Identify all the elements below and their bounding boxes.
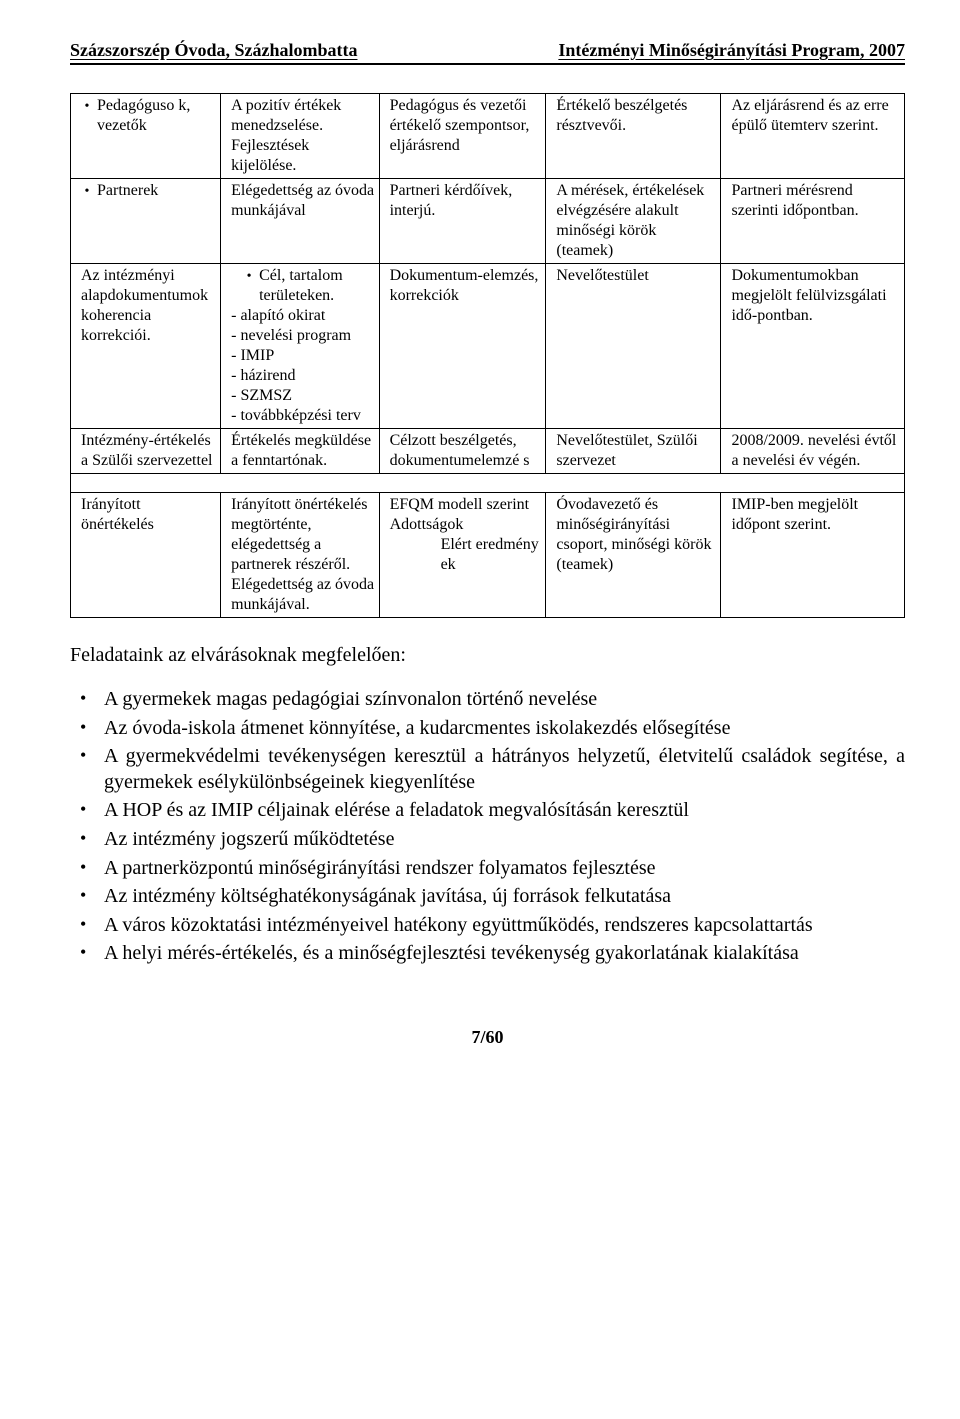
cell-c3: Pedagógus és vezetői értékelő szempontso… [379,94,546,179]
cell-c5: Dokumentumokban megjelölt felülvizsgálat… [721,264,905,429]
main-table: • Pedagóguso k, vezetők A pozitív értéke… [70,93,905,618]
cell-text: EFQM modell szerint [386,495,542,515]
bullet-icon: • [77,181,97,201]
cell-c2: Értékelés megküldése a fenntartónak. [221,429,379,474]
table-row: Intézmény-értékelés a Szülői szervezette… [71,429,905,474]
list-item: A HOP és az IMIP céljainak elérése a fel… [74,798,905,824]
cell-text: Partneri kérdőívek, interjú. [386,181,542,221]
cell-text: Értékelés megküldése a fenntartónak. [227,431,374,471]
cell-text: Intézmény-értékelés a Szülői szervezette… [77,431,216,471]
cell-c4: Nevelőtestület [546,264,721,429]
list-item: Az óvoda-iskola átmenet könnyítése, a ku… [74,716,905,742]
cell-c5: Az eljárásrend és az erre épülő ütemterv… [721,94,905,179]
cell-text: Nevelőtestület, Szülői szervezet [552,431,716,471]
cell-text: Az intézményi alapdokumentumok koherenci… [77,266,216,346]
page-number: 7/60 [70,1027,905,1048]
cell-text: Értékelő beszélgetés résztvevői. [552,96,716,136]
cell-text: Irányított önértékelés megtörténte, elég… [227,495,374,615]
cell-text: IMIP-ben megjelölt időpont szerint. [727,495,900,535]
cell-text: Partnerek [97,181,216,201]
header-right: Intézményi Minőségirányítási Program, 20… [558,40,905,61]
list-item: Az intézmény jogszerű működtetése [74,827,905,853]
cell-text: Az eljárásrend és az erre épülő ütemterv… [727,96,900,136]
cell-subline: - alapító okirat [227,306,374,326]
cell-c2: • Cél, tartalom területeken. - alapító o… [221,264,379,429]
cell-text: Adottságok [386,515,542,535]
cell-c5: 2008/2009. nevelési évtől a nevelési év … [721,429,905,474]
cell-c1: • Pedagóguso k, vezetők [71,94,221,179]
list-item: A helyi mérés-értékelés, és a minőségfej… [74,941,905,967]
cell-text: Pedagógus és vezetői értékelő szempontso… [386,96,542,156]
cell-text: Elért eredmény ek [386,535,542,575]
cell-text: Dokumentumokban megjelölt felülvizsgálat… [727,266,900,326]
cell-c3: EFQM modell szerint Adottságok Elért ere… [379,493,546,618]
cell-text: Irányított önértékelés [77,495,216,535]
table-row: • Pedagóguso k, vezetők A pozitív értéke… [71,94,905,179]
body-list: A gyermekek magas pedagógiai színvonalon… [74,687,905,967]
cell-text: Nevelőtestület [552,266,716,286]
cell-c4: Nevelőtestület, Szülői szervezet [546,429,721,474]
table-row: Irányított önértékelés Irányított önérté… [71,493,905,618]
cell-text: Partneri mérésrend szerinti időpontban. [727,181,900,221]
cell-text: Célzott beszélgetés, dokumentumelemzé s [386,431,542,471]
cell-text: Elégedettség az óvoda munkájával [227,181,374,221]
bullet-icon: • [239,266,259,286]
cell-subline: - SZMSZ [227,386,374,406]
cell-text: A mérések, értékelések elvégzésére alaku… [552,181,716,261]
body-intro: Feladataink az elvárásoknak megfelelően: [70,644,905,667]
cell-text: Pedagóguso k, vezetők [97,96,216,136]
cell-c3: Célzott beszélgetés, dokumentumelemzé s [379,429,546,474]
cell-c1: Intézmény-értékelés a Szülői szervezette… [71,429,221,474]
table-row: • Partnerek Elégedettség az óvoda munkáj… [71,179,905,264]
cell-c1: Az intézményi alapdokumentumok koherenci… [71,264,221,429]
header-left: Százszorszép Óvoda, Százhalombatta [70,40,357,61]
table-row: Az intézményi alapdokumentumok koherenci… [71,264,905,429]
cell-text: Óvodavezető és minőségirányítási csoport… [552,495,716,575]
cell-c5: Partneri mérésrend szerinti időpontban. [721,179,905,264]
cell-text: A pozitív értékek menedzselése. Fejleszt… [227,96,374,176]
list-item: A város közoktatási intézményeivel haték… [74,913,905,939]
cell-subline: - házirend [227,366,374,386]
cell-c1: Irányított önértékelés [71,493,221,618]
page-header: Százszorszép Óvoda, Százhalombatta Intéz… [70,40,905,65]
cell-c4: Értékelő beszélgetés résztvevői. [546,94,721,179]
cell-subline: - továbbképzési terv [227,406,374,426]
list-item: A gyermekek magas pedagógiai színvonalon… [74,687,905,713]
cell-c3: Dokumentum-elemzés, korrekciók [379,264,546,429]
table-spacer [71,474,905,493]
page-root: Százszorszép Óvoda, Százhalombatta Intéz… [0,0,960,1088]
cell-subline: - nevelési program [227,326,374,346]
cell-c3: Partneri kérdőívek, interjú. [379,179,546,264]
list-item: A partnerközpontú minőségirányítási rend… [74,856,905,882]
cell-c2: Elégedettség az óvoda munkájával [221,179,379,264]
cell-c4: A mérések, értékelések elvégzésére alaku… [546,179,721,264]
cell-c5: IMIP-ben megjelölt időpont szerint. [721,493,905,618]
cell-c4: Óvodavezető és minőségirányítási csoport… [546,493,721,618]
cell-text: Dokumentum-elemzés, korrekciók [386,266,542,306]
cell-text: Cél, tartalom területeken. [259,266,374,306]
bullet-icon: • [77,96,97,116]
list-item: Az intézmény költséghatékonyságának javí… [74,884,905,910]
cell-c2: A pozitív értékek menedzselése. Fejleszt… [221,94,379,179]
cell-text: 2008/2009. nevelési évtől a nevelési év … [727,431,900,471]
cell-c2: Irányított önértékelés megtörténte, elég… [221,493,379,618]
cell-subline: - IMIP [227,346,374,366]
cell-c1: • Partnerek [71,179,221,264]
list-item: A gyermekvédelmi tevékenységen keresztül… [74,744,905,795]
